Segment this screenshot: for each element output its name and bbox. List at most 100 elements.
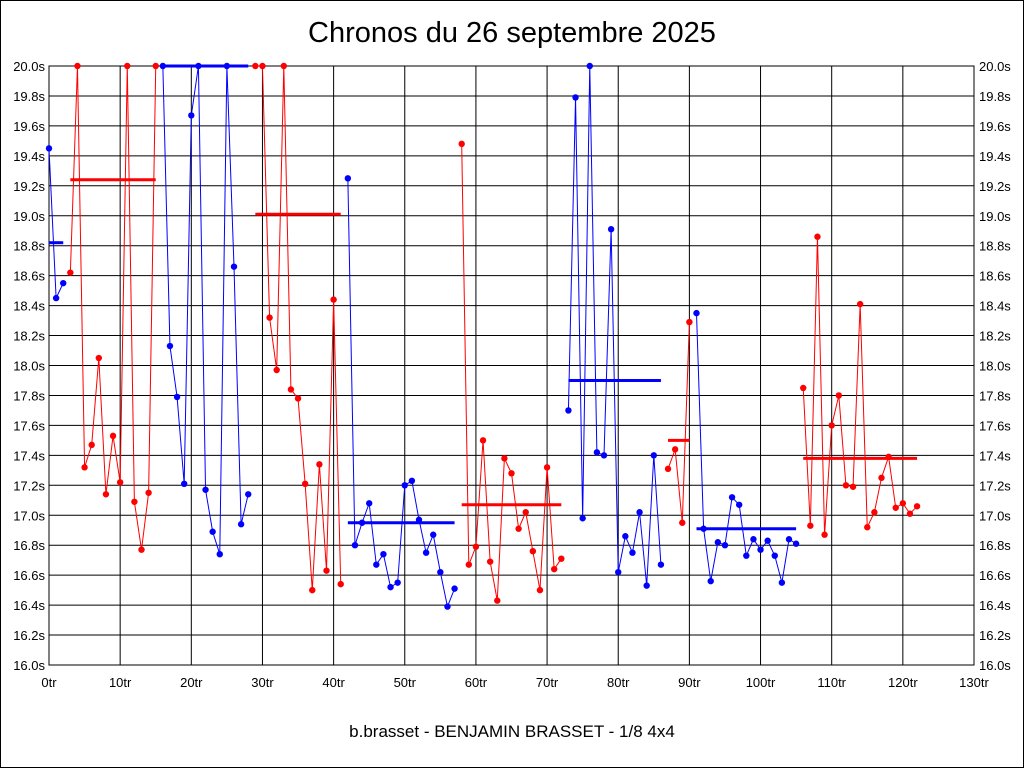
data-point xyxy=(508,470,515,477)
data-point xyxy=(913,503,921,510)
data-point xyxy=(771,552,778,559)
data-point xyxy=(864,524,871,531)
y-tick-label-left: 17.2s xyxy=(13,478,45,493)
x-tick-label: 30tr xyxy=(251,675,274,690)
data-point xyxy=(465,561,473,568)
y-tick-label-left: 18.2s xyxy=(13,329,45,344)
data-point xyxy=(735,501,743,508)
data-point xyxy=(586,62,593,70)
y-tick-label-left: 20.0s xyxy=(13,59,45,74)
x-tick-label: 60tr xyxy=(465,675,488,690)
data-point xyxy=(800,384,807,392)
y-tick-label-right: 16.4s xyxy=(979,598,1011,613)
data-point xyxy=(550,565,558,573)
y-tick-label-right: 17.6s xyxy=(979,418,1011,433)
data-point xyxy=(757,546,764,553)
data-point xyxy=(458,140,465,148)
data-point xyxy=(622,533,629,540)
data-point xyxy=(380,550,387,558)
data-point xyxy=(430,531,437,538)
y-tick-label-right: 19.6s xyxy=(979,119,1011,134)
data-point xyxy=(287,386,295,393)
series-line xyxy=(347,178,456,609)
data-point xyxy=(714,539,722,546)
y-tick-label-right: 18.0s xyxy=(979,359,1011,374)
plot-border xyxy=(48,65,975,666)
data-point xyxy=(216,550,223,558)
data-point xyxy=(394,579,401,586)
data-point xyxy=(814,233,821,240)
y-tick-label-left: 17.4s xyxy=(13,448,45,463)
y-tick-label-right: 20.0s xyxy=(979,59,1011,74)
y-tick-label-left: 18.6s xyxy=(13,269,45,284)
data-point xyxy=(842,482,850,489)
data-point xyxy=(202,486,209,493)
x-tick-label: 10tr xyxy=(109,675,132,690)
y-tick-label-left: 16.4s xyxy=(13,598,45,613)
x-tick-label: 40tr xyxy=(322,675,345,690)
data-point xyxy=(81,464,88,471)
data-point xyxy=(188,112,195,119)
series-line xyxy=(667,322,690,523)
data-point xyxy=(686,318,693,326)
data-point xyxy=(309,586,316,594)
data-point xyxy=(479,437,487,444)
data-point xyxy=(785,536,793,543)
data-point xyxy=(422,549,430,556)
y-tick-label-right: 17.2s xyxy=(979,478,1011,493)
data-point xyxy=(643,582,650,589)
y-tick-label-right: 16.8s xyxy=(979,538,1011,553)
data-point xyxy=(486,558,494,565)
y-tick-label-right: 17.4s xyxy=(979,448,1011,463)
data-point xyxy=(138,546,145,553)
series-line xyxy=(567,65,662,586)
data-point xyxy=(650,452,658,459)
data-point xyxy=(387,583,394,591)
x-tick-label: 20tr xyxy=(180,675,203,690)
data-point xyxy=(301,480,309,488)
data-point xyxy=(451,585,458,592)
data-point xyxy=(565,407,572,414)
y-tick-label-left: 17.6s xyxy=(13,418,45,433)
y-tick-label-left: 19.0s xyxy=(13,209,45,224)
data-point xyxy=(529,547,537,555)
data-point xyxy=(515,525,522,532)
data-point xyxy=(878,474,885,482)
y-tick-label-left: 19.2s xyxy=(13,179,45,194)
data-point xyxy=(593,449,601,456)
data-point xyxy=(607,226,615,233)
y-tick-label-left: 16.6s xyxy=(13,568,45,583)
data-point xyxy=(52,294,60,302)
data-point xyxy=(821,531,828,538)
data-point xyxy=(579,515,586,522)
data-point xyxy=(743,552,750,559)
data-point xyxy=(259,62,266,70)
data-point xyxy=(237,521,245,528)
data-point xyxy=(835,392,843,399)
chart-title: Chronos du 26 septembre 2025 xyxy=(308,17,716,49)
data-point xyxy=(444,603,451,610)
data-point xyxy=(109,432,117,440)
y-tick-label-right: 18.2s xyxy=(979,329,1011,344)
y-tick-label-right: 18.4s xyxy=(979,299,1011,314)
data-point xyxy=(230,263,238,270)
data-point xyxy=(536,586,544,594)
x-tick-label: 100tr xyxy=(746,675,776,690)
data-point xyxy=(344,175,352,182)
data-point xyxy=(871,509,878,516)
x-tick-label: 50tr xyxy=(394,675,417,690)
x-tick-label: 110tr xyxy=(817,675,846,690)
data-point xyxy=(173,393,181,401)
x-tick-label: 70tr xyxy=(536,675,559,690)
data-point xyxy=(337,580,344,588)
data-point xyxy=(166,342,174,350)
data-point xyxy=(180,480,188,488)
data-point xyxy=(74,62,81,70)
data-point xyxy=(365,500,373,507)
data-point xyxy=(679,519,686,526)
data-point xyxy=(750,536,757,543)
data-point xyxy=(351,542,359,549)
data-point xyxy=(209,528,216,535)
data-point xyxy=(95,354,103,362)
data-point xyxy=(494,597,501,604)
